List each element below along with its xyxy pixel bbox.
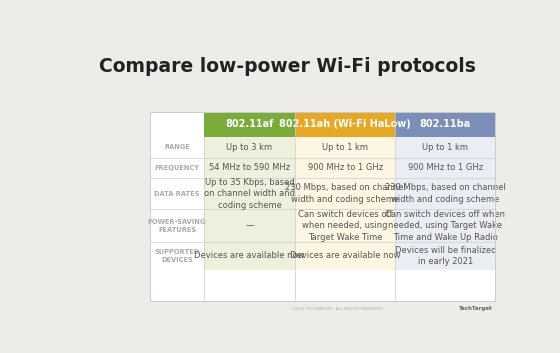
FancyBboxPatch shape — [295, 242, 395, 270]
Text: Can switch devices off
when needed, using
Target Wake Time: Can switch devices off when needed, usin… — [298, 210, 393, 241]
FancyBboxPatch shape — [395, 209, 495, 242]
Text: 230 Mbps, based on channel
width and coding scheme: 230 Mbps, based on channel width and cod… — [385, 183, 506, 204]
FancyBboxPatch shape — [395, 242, 495, 270]
FancyBboxPatch shape — [204, 157, 295, 178]
FancyBboxPatch shape — [295, 137, 395, 157]
Text: TechTarget: TechTarget — [459, 306, 493, 311]
FancyBboxPatch shape — [204, 137, 295, 157]
Text: RANGE: RANGE — [164, 144, 190, 150]
Text: Up to 1 km: Up to 1 km — [422, 143, 468, 152]
Text: POWER-SAVING
FEATURES: POWER-SAVING FEATURES — [148, 219, 206, 233]
FancyBboxPatch shape — [395, 178, 495, 209]
Text: Devices will be finalized
in early 2021: Devices will be finalized in early 2021 — [395, 246, 496, 266]
Text: 802.11af: 802.11af — [225, 119, 274, 130]
Text: 802.11ah (Wi-Fi HaLow): 802.11ah (Wi-Fi HaLow) — [279, 119, 411, 130]
Text: ©2021 TECHTARGET  ALL RIGHTS RESERVED: ©2021 TECHTARGET ALL RIGHTS RESERVED — [290, 307, 382, 311]
Text: Compare low-power Wi-Fi protocols: Compare low-power Wi-Fi protocols — [99, 57, 475, 76]
Text: FREQUENCY: FREQUENCY — [155, 165, 199, 171]
FancyBboxPatch shape — [295, 178, 395, 209]
FancyBboxPatch shape — [204, 112, 295, 137]
Text: 900 MHz to 1 GHz: 900 MHz to 1 GHz — [408, 163, 483, 172]
Text: DATA RATES: DATA RATES — [154, 191, 200, 197]
Text: Up to 35 Kbps, based
on channel width and
coding scheme: Up to 35 Kbps, based on channel width an… — [204, 178, 295, 210]
Text: —: — — [245, 221, 254, 230]
Text: 900 MHz to 1 GHz: 900 MHz to 1 GHz — [307, 163, 383, 172]
Text: 54 MHz to 590 MHz: 54 MHz to 590 MHz — [209, 163, 290, 172]
Text: Up to 1 km: Up to 1 km — [322, 143, 368, 152]
FancyBboxPatch shape — [204, 178, 295, 209]
Text: Devices are available now: Devices are available now — [194, 251, 305, 261]
Text: Can switch devices off when
needed, using Target Wake
Time and Wake Up Radio: Can switch devices off when needed, usin… — [385, 210, 505, 241]
FancyBboxPatch shape — [295, 209, 395, 242]
FancyBboxPatch shape — [204, 209, 295, 242]
FancyBboxPatch shape — [395, 157, 495, 178]
Text: Up to 3 km: Up to 3 km — [226, 143, 273, 152]
Text: 802.11ba: 802.11ba — [419, 119, 471, 130]
FancyBboxPatch shape — [295, 157, 395, 178]
Text: 230 Mbps, based on channel
width and coding scheme: 230 Mbps, based on channel width and cod… — [285, 183, 405, 204]
FancyBboxPatch shape — [395, 137, 495, 157]
Text: Devices are available now: Devices are available now — [290, 251, 400, 261]
Text: SUPPORTED
DEVICES: SUPPORTED DEVICES — [155, 249, 200, 263]
FancyBboxPatch shape — [204, 242, 295, 270]
FancyBboxPatch shape — [295, 112, 395, 137]
FancyBboxPatch shape — [150, 112, 495, 301]
FancyBboxPatch shape — [395, 112, 495, 137]
